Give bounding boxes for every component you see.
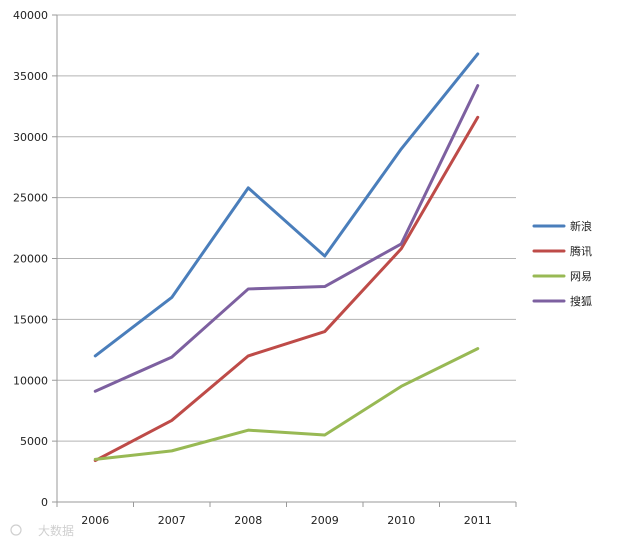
- y-tick-label: 10000: [13, 374, 48, 387]
- watermark: 大数据: [10, 523, 74, 538]
- legend-label: 网易: [570, 270, 592, 283]
- axes: 0 5000 10000 15000 20000 25000 30000 35000 40000…: [13, 9, 517, 527]
- series-lines: [93, 52, 480, 463]
- y-tick-label: 30000: [13, 131, 48, 144]
- legend-label: 新浪: [570, 219, 592, 233]
- legend-item: 网易: [532, 270, 592, 283]
- legend-item: 搜狐: [532, 294, 592, 308]
- y-tick-label: 25000: [13, 192, 48, 205]
- x-tick-label: 2007: [158, 514, 186, 527]
- legend-label: 搜狐: [570, 294, 592, 308]
- legend-label: 腾讯: [570, 244, 592, 258]
- y-tick-label: 0: [41, 496, 48, 509]
- legend-item: 新浪: [532, 219, 592, 233]
- y-tick-label: 20000: [13, 253, 48, 266]
- series-line-2: [93, 115, 480, 463]
- x-tick-label: 2011: [464, 514, 492, 527]
- x-tick-label: 2006: [81, 514, 109, 527]
- y-tick-label: 5000: [20, 435, 48, 448]
- y-tick-label: 40000: [13, 9, 48, 22]
- x-tick-label: 2008: [234, 514, 262, 527]
- x-tick-label: 2010: [387, 514, 415, 527]
- watermark-text: 大数据: [38, 523, 74, 538]
- x-tick-label: 2009: [311, 514, 339, 527]
- gridlines: [57, 14, 516, 442]
- series-line-3: [93, 347, 480, 461]
- watermark-logo-icon: [10, 524, 22, 536]
- legend-item: 腾讯: [532, 244, 592, 258]
- y-tick-label: 35000: [13, 70, 48, 83]
- series-line-4: [93, 84, 480, 393]
- series-line-1: [93, 52, 480, 358]
- y-tick-label: 15000: [13, 313, 48, 326]
